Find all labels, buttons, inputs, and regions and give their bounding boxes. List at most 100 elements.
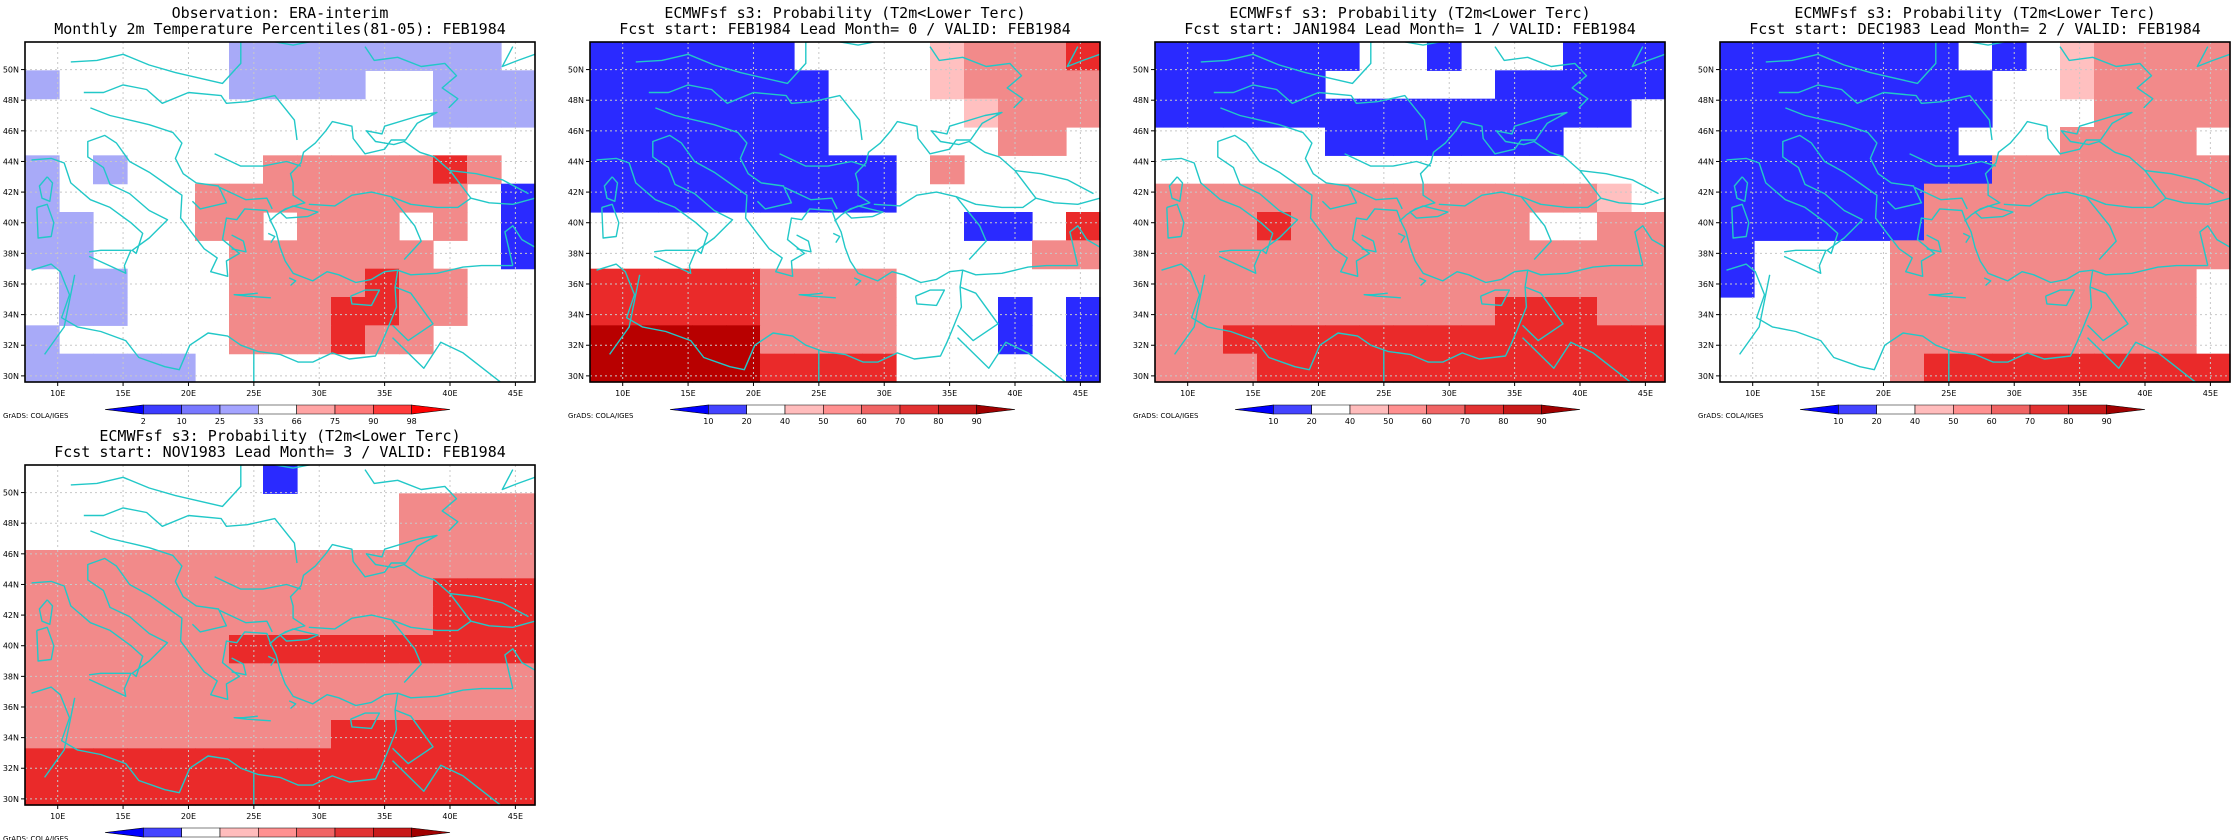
grid-cell <box>1393 353 1428 383</box>
grid-cell <box>1856 70 1891 100</box>
grid-cell <box>1495 240 1530 270</box>
grid-cell <box>1720 70 1755 100</box>
coastline-path <box>1200 42 1372 85</box>
y-tick-label: 38N <box>1133 249 1149 258</box>
coastline-path <box>1213 84 1428 141</box>
grid-cell <box>399 42 434 71</box>
grid-cell <box>2128 325 2163 355</box>
grid-cell <box>229 550 264 579</box>
coastline-path <box>1783 249 1827 274</box>
grid-cell <box>2128 240 2163 270</box>
grid-cell <box>25 353 60 383</box>
grid-cell <box>331 550 366 579</box>
panel-title-line2: Fcst start: NOV1983 Lead Month= 3 / VALI… <box>54 443 506 461</box>
legend-swatch <box>976 404 1016 415</box>
grid-cell <box>1291 268 1326 298</box>
x-tick-label: 25E <box>246 389 261 398</box>
coastline-path <box>832 232 841 243</box>
legend-label: 40 <box>1910 417 1920 426</box>
grid-cell <box>127 720 162 749</box>
grid-cell <box>399 663 434 693</box>
y-tick-label: 46N <box>568 127 584 136</box>
grads-credit: GrADS: COLA/IGES <box>1133 412 1199 420</box>
grid-cell <box>1754 42 1789 71</box>
grid-cell <box>2094 155 2129 185</box>
panel-title-line2: Fcst start: DEC1983 Lead Month= 2 / VALI… <box>1749 20 2201 38</box>
coastline-path <box>609 274 641 355</box>
y-tick-label: 50N <box>568 66 584 75</box>
shaded-grid <box>25 42 536 383</box>
coastline-path <box>1726 134 2094 371</box>
x-tick-label: 35E <box>1507 389 1522 398</box>
y-tick-label: 48N <box>568 96 584 105</box>
legend-swatch <box>1953 404 1992 415</box>
grid-cell <box>1992 240 2027 270</box>
legend-label: 80 <box>2063 417 2073 426</box>
grid-cell <box>331 268 366 298</box>
grid-cell <box>161 776 196 806</box>
legend-label: 90 <box>1537 417 1547 426</box>
grid-cell <box>1257 212 1292 241</box>
grid-cell <box>1427 127 1462 156</box>
grid-cell <box>794 297 829 326</box>
y-tick-label: 30N <box>1698 372 1714 381</box>
grid-cell <box>2162 98 2197 128</box>
grid-cell <box>2128 127 2163 156</box>
coastline-path <box>349 289 381 307</box>
grid-cell <box>1032 42 1067 71</box>
coastline-path <box>955 196 987 260</box>
grid-cell <box>263 240 298 270</box>
grid-cell <box>2162 268 2197 298</box>
coastline-path <box>390 619 422 683</box>
grid-cell <box>1359 240 1394 270</box>
y-tick-label: 36N <box>3 280 19 289</box>
grid-cell <box>93 268 128 298</box>
grid-cell <box>467 635 502 664</box>
grid-cell <box>59 578 94 608</box>
coastline-path <box>1218 249 1262 274</box>
grid-cell <box>1754 155 1789 185</box>
coastline-path <box>31 557 399 794</box>
map-panel-5: ECMWFsf s3: Probability (T2m<Lower Terc)… <box>3 427 536 840</box>
grid-cell <box>828 353 863 383</box>
grid-cell <box>1856 98 1891 128</box>
legend-swatch <box>1349 404 1389 415</box>
x-tick-label: 15E <box>115 812 130 821</box>
grid-cell <box>1223 297 1258 326</box>
grid-cell <box>1155 42 1190 71</box>
grid-cell <box>1924 127 1959 156</box>
grid-cell <box>297 663 332 693</box>
coastline-path <box>798 292 836 299</box>
y-tick-label: 30N <box>1133 372 1149 381</box>
y-tick-label: 40N <box>568 219 584 228</box>
coastline-path <box>1069 225 1100 266</box>
grid-cell <box>760 42 795 71</box>
grid-cell <box>263 635 298 664</box>
grid-cell <box>1066 212 1101 241</box>
grid-cell <box>2162 127 2197 156</box>
x-tick-label: 40E <box>442 812 457 821</box>
coastline-path <box>38 176 54 203</box>
grid-cell <box>161 578 196 608</box>
x-tick-label: 10E <box>50 812 65 821</box>
grid-cell <box>501 635 536 664</box>
grid-cell <box>263 550 298 579</box>
grid-cell <box>2094 353 2129 383</box>
legend-swatch <box>1799 404 1839 415</box>
legend-swatch <box>1838 404 1877 415</box>
legend-label: 20 <box>742 417 752 426</box>
grid-cell <box>1461 297 1496 326</box>
grid-cell <box>2026 240 2061 270</box>
legend-swatch <box>1311 404 1351 415</box>
grid-cell <box>692 183 727 213</box>
coastline-path <box>2144 169 2224 195</box>
grid-cell <box>2128 297 2163 326</box>
grid-cell <box>331 720 366 749</box>
grid-cell <box>726 70 761 100</box>
y-tick-label: 42N <box>1698 188 1714 197</box>
grid-cell <box>1563 240 1598 270</box>
grid-cell <box>229 183 264 213</box>
grid-cell <box>229 578 264 608</box>
